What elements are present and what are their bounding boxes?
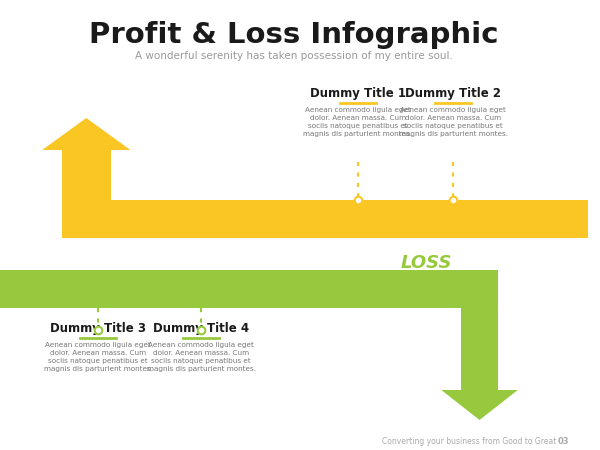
Text: PROFIT: PROFIT (169, 213, 243, 231)
Text: Dummy Title 2: Dummy Title 2 (405, 87, 501, 100)
Polygon shape (42, 118, 130, 150)
Text: Aenean commodo ligula eget
dolor. Aenean massa. Cum
sociis natoque penatibus et
: Aenean commodo ligula eget dolor. Aenean… (146, 342, 256, 372)
Text: Aenean commodo ligula eget
dolor. Aenean massa. Cum
sociis natoque penatibus et
: Aenean commodo ligula eget dolor. Aenean… (44, 342, 152, 372)
Text: Aenean commodo ligula eget
dolor. Aenean massa. Cum
sociis natoque penatibus et
: Aenean commodo ligula eget dolor. Aenean… (398, 107, 508, 137)
Text: Converting your business from Good to Great: Converting your business from Good to Gr… (382, 437, 557, 446)
Bar (0, 270, 461, 308)
Polygon shape (461, 270, 498, 308)
Text: LOSS: LOSS (401, 254, 452, 272)
Text: Dummy Title 4: Dummy Title 4 (153, 322, 249, 335)
Text: Aenean commodo ligula eget
dolor. Aenean massa. Cum
sociis natoque penatibus et
: Aenean commodo ligula eget dolor. Aenean… (304, 107, 412, 137)
Text: 03: 03 (558, 437, 569, 446)
Text: Dummy Title 3: Dummy Title 3 (50, 322, 146, 335)
Bar (461, 270, 498, 390)
Text: Dummy Title 1: Dummy Title 1 (310, 87, 406, 100)
Polygon shape (111, 200, 148, 238)
Polygon shape (441, 390, 518, 420)
Text: A wonderful serenity has taken possession of my entire soul.: A wonderful serenity has taken possessio… (135, 51, 453, 61)
Text: Profit & Loss Infographic: Profit & Loss Infographic (89, 21, 499, 49)
Bar (62, 150, 111, 238)
Bar (111, 200, 589, 238)
